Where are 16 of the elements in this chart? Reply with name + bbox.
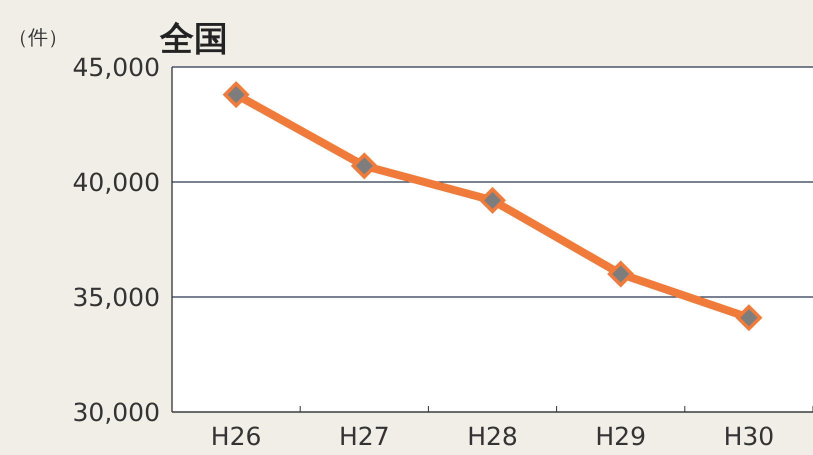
point	[352, 153, 378, 179]
point	[480, 188, 506, 214]
point	[736, 304, 762, 330]
point	[223, 82, 249, 108]
x-tick-label: H29	[595, 422, 646, 451]
y-axis-title: （件）	[8, 25, 68, 49]
chart-title: 全国	[159, 19, 228, 59]
x-tick-label: H27	[338, 422, 390, 451]
x-tick-label: H26	[210, 422, 262, 451]
point	[608, 261, 634, 287]
x-tick-label: H28	[467, 422, 518, 451]
y-tick-label: 35,000	[72, 283, 160, 312]
y-tick-label: 30,000	[72, 398, 160, 427]
x-tick-label: H30	[724, 422, 774, 451]
y-tick-label: 40,000	[72, 168, 160, 197]
y-tick-label: 45,000	[72, 53, 160, 82]
